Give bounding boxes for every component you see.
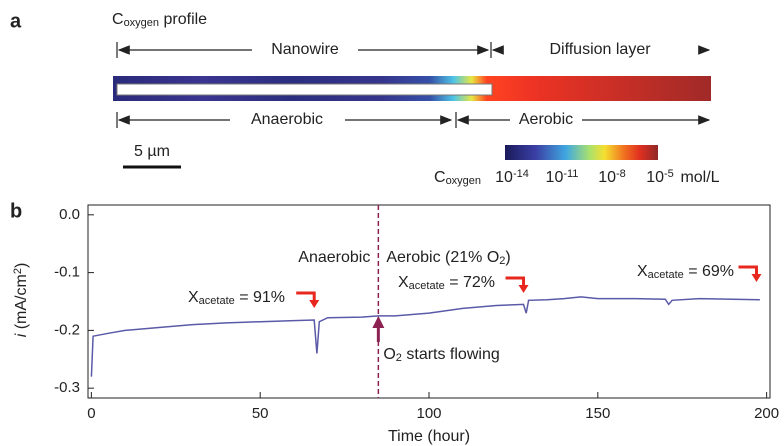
scale-label: 5 µm xyxy=(134,143,170,160)
colorbar-tick-label: 10-5 xyxy=(646,168,674,187)
red-arrow xyxy=(505,276,526,286)
colorbar-tick-label: 10-14 xyxy=(495,168,529,187)
text-part: oxygen xyxy=(446,175,481,187)
text-part: oxygen xyxy=(124,17,159,29)
text-part: acetate xyxy=(199,295,235,307)
text-part: -14 xyxy=(513,168,529,180)
annotation: Xacetate = 72% xyxy=(398,274,495,292)
text-part: ) xyxy=(505,249,510,266)
annotation: Xacetate = 91% xyxy=(188,289,285,307)
text-part: acetate xyxy=(648,269,684,281)
y-tick-label: -0.1 xyxy=(54,264,80,281)
text-part: (mA/cm xyxy=(13,274,30,334)
colorbar xyxy=(505,145,658,160)
text-part: O xyxy=(383,346,395,363)
x-tick-label: 0 xyxy=(87,405,95,422)
text-part: 2 xyxy=(396,352,402,364)
colorbar-tick-label: 10-8 xyxy=(598,168,626,187)
text-part: = 91% xyxy=(235,289,285,306)
region-label: Nanowire xyxy=(271,41,339,58)
text-part: ) xyxy=(13,263,30,268)
text-part: acetate xyxy=(409,280,445,292)
text-part: 10 xyxy=(546,169,564,186)
red-arrow xyxy=(738,265,758,275)
x-tick-label: 200 xyxy=(754,405,779,422)
text-part: C xyxy=(112,11,124,28)
x-tick-label: 100 xyxy=(416,405,441,422)
text-part: starts flowing xyxy=(402,346,500,363)
region-label: Diffusion layer xyxy=(549,41,651,58)
profile-title: Coxygen profile xyxy=(112,11,207,29)
text-part: 2 xyxy=(12,268,24,274)
text-part: i xyxy=(13,333,30,337)
text-part: 10 xyxy=(598,169,616,186)
data-line xyxy=(90,296,760,377)
annotation: Aerobic (21% O2) xyxy=(386,249,510,267)
text-part: -5 xyxy=(664,168,674,180)
region-label: Anaerobic xyxy=(251,111,323,128)
colorbar-tick-label: 10-11 xyxy=(546,168,579,187)
y-tick-label: 0.0 xyxy=(59,206,80,223)
x-tick-label: 150 xyxy=(585,405,610,422)
y-tick-label: -0.3 xyxy=(54,379,80,396)
red-arrow-head xyxy=(751,274,762,282)
panel-label: a xyxy=(10,10,22,32)
text-part: -11 xyxy=(563,168,578,180)
text-part: 2 xyxy=(499,255,505,267)
text-part: -8 xyxy=(616,168,626,180)
x-tick-label: 50 xyxy=(252,405,269,422)
colorbar-unit: mol/L xyxy=(680,169,719,186)
annotation: Anaerobic xyxy=(298,249,370,266)
text-part: X xyxy=(637,263,648,280)
text-part: profile xyxy=(159,11,207,28)
region-arrows xyxy=(116,42,711,128)
text-part: 10 xyxy=(646,169,664,186)
annotation: O2 starts flowing xyxy=(383,346,499,364)
x-axis-title: Time (hour) xyxy=(388,428,470,445)
text-part: X xyxy=(188,289,199,306)
red-arrow-head xyxy=(309,300,320,308)
text-part: Aerobic (21% O xyxy=(386,249,499,266)
panel-label: b xyxy=(10,200,22,222)
annotation: Xacetate = 69% xyxy=(637,263,734,281)
region-label: Aerobic xyxy=(519,111,573,128)
y-tick-label: -0.2 xyxy=(54,321,80,338)
text-part: C xyxy=(434,169,446,186)
text-part: = 69% xyxy=(684,263,734,280)
text-part: X xyxy=(398,274,409,291)
text-part: 10 xyxy=(495,169,513,186)
text-part: = 72% xyxy=(445,274,495,291)
colorbar-label: Coxygen xyxy=(434,169,481,187)
red-arrow-head xyxy=(518,285,529,293)
flow-arrow-head xyxy=(372,316,385,328)
y-axis-title: i (mA/cm2) xyxy=(12,263,31,338)
text-part: Anaerobic xyxy=(298,249,370,266)
nanowire xyxy=(116,83,493,96)
red-arrow xyxy=(296,291,316,301)
